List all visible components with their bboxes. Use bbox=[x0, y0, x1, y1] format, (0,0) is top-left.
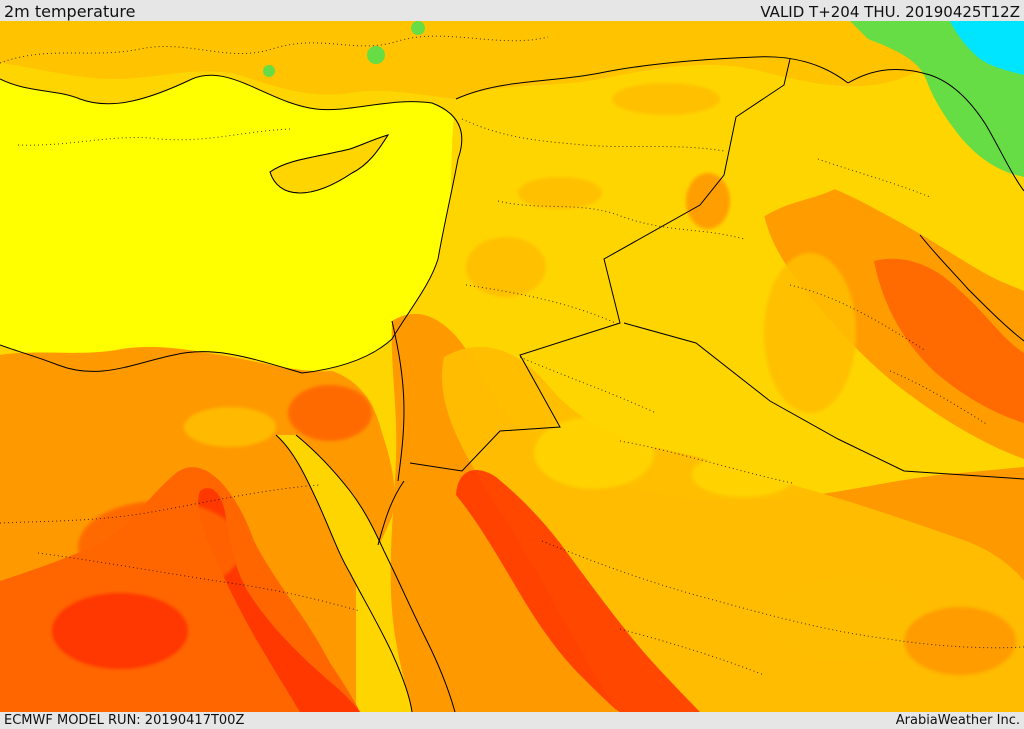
cyan-dot-1 bbox=[987, 26, 1005, 44]
map-credit: ArabiaWeather Inc. bbox=[895, 713, 1020, 728]
temperature-field-svg bbox=[0, 21, 1024, 712]
egypt-hot-streak bbox=[198, 488, 360, 712]
saudi-red-coast bbox=[456, 470, 700, 712]
turkey-yellow-orange-field bbox=[0, 21, 1024, 99]
model-run-label: ECMWF MODEL RUN: 20190417T00Z bbox=[4, 713, 245, 728]
coastline-borders bbox=[0, 56, 1024, 712]
caucasus-cyan-patch bbox=[950, 21, 1024, 75]
map-header: 2m temperature VALID T+204 THU. 20190425… bbox=[0, 0, 1024, 21]
temperature-map bbox=[0, 21, 1024, 712]
caucasus-green-field bbox=[850, 21, 1024, 177]
green-dot-2 bbox=[367, 46, 385, 64]
map-footer: ECMWF MODEL RUN: 20190417T00Z ArabiaWeat… bbox=[0, 712, 1024, 729]
green-dot-1 bbox=[411, 21, 425, 35]
temperature-patches bbox=[52, 83, 1016, 675]
iraq-dark-orange-patch bbox=[874, 258, 1024, 423]
syria-yellow-field bbox=[448, 56, 878, 333]
green-dot-3 bbox=[263, 65, 275, 77]
dotted-internal-borders bbox=[0, 35, 1024, 676]
valid-time: VALID T+204 THU. 20190425T12Z bbox=[760, 3, 1020, 21]
map-title: 2m temperature bbox=[4, 2, 136, 21]
